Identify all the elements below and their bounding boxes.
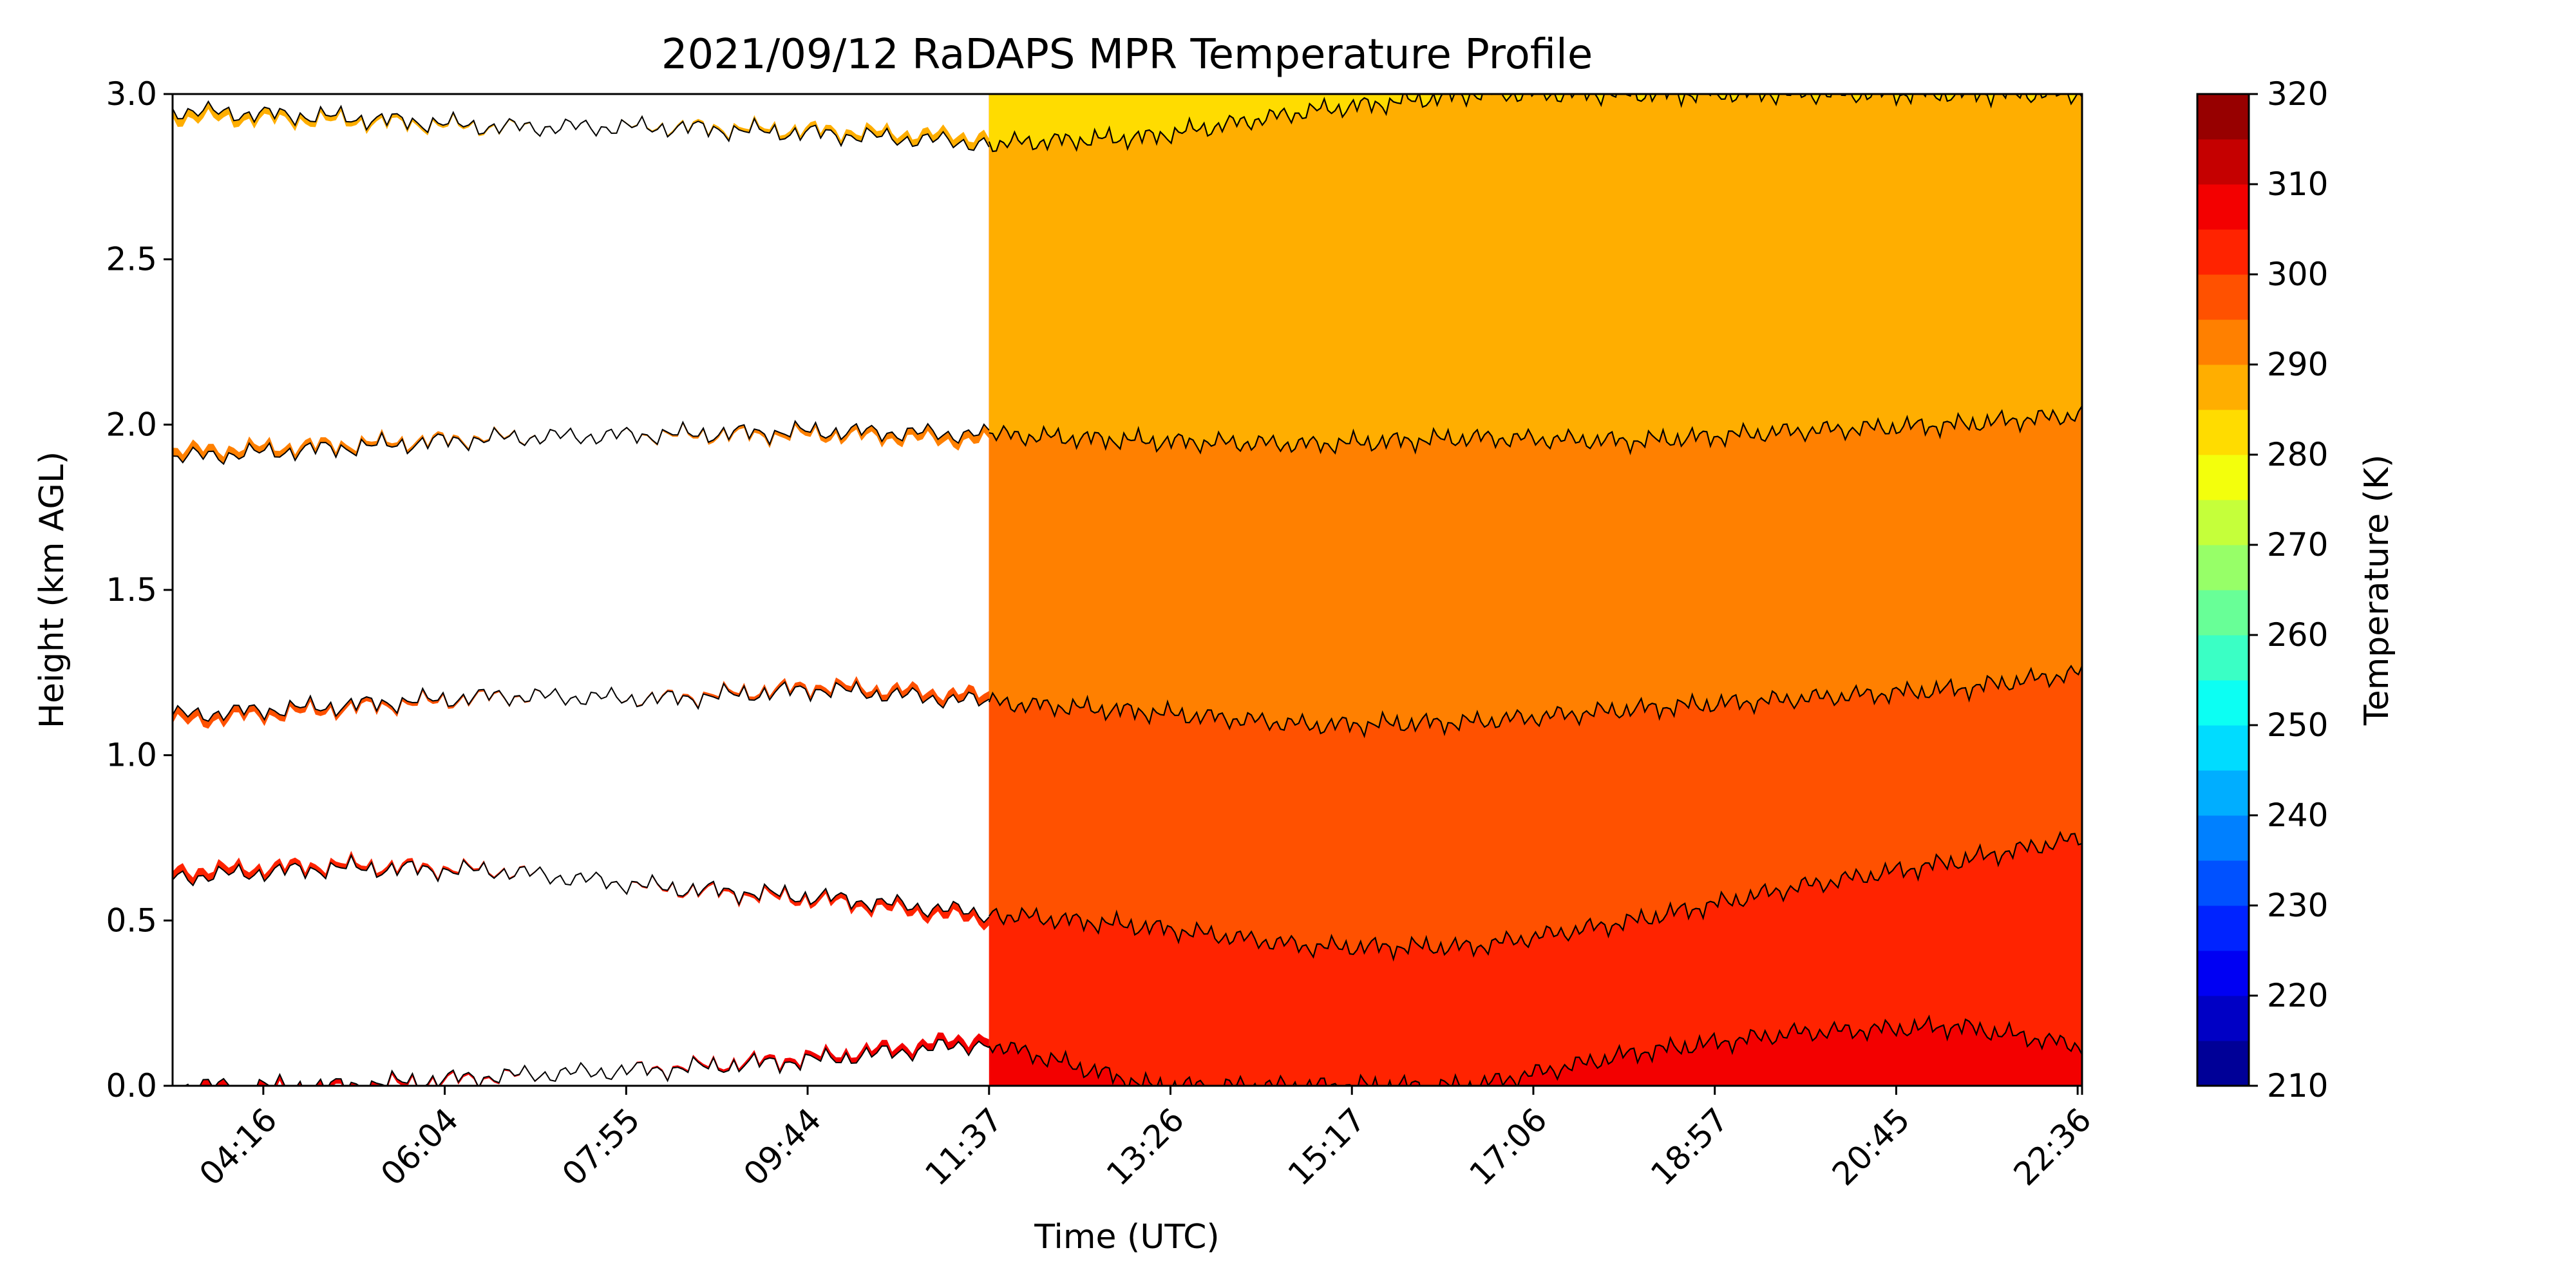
colorbar-segment xyxy=(2197,860,2249,906)
y-axis-label: Height (km AGL) xyxy=(33,451,71,728)
colorbar-segment xyxy=(2197,365,2249,410)
y-tick-label: 3.0 xyxy=(106,75,157,113)
colorbar-tick-label: 250 xyxy=(2267,706,2328,744)
y-tick-label: 2.5 xyxy=(106,241,157,278)
isotherm-305 xyxy=(988,1014,2082,1086)
colorbar-tick-label: 320 xyxy=(2267,75,2328,113)
gap-isotherm-300 xyxy=(173,853,990,923)
colorbar-frame xyxy=(2196,93,2250,1087)
colorbar-segment xyxy=(2197,139,2249,185)
x-tick-label: 17:06 xyxy=(1463,1101,1555,1193)
colorbar-segment xyxy=(2197,94,2249,140)
isotherm-285 xyxy=(988,94,2082,153)
band-280 xyxy=(989,94,2082,152)
y-axis: 0.0 0.5 1.0 1.5 2.0 2.5 3.0 xyxy=(106,75,173,1104)
colorbar-segment xyxy=(2197,500,2249,545)
gap-ribbon-300 xyxy=(173,851,989,931)
colorbar-segment xyxy=(2197,410,2249,455)
isotherm-300 xyxy=(988,830,2082,962)
y-tick-label: 1.5 xyxy=(106,571,157,609)
contour-fills xyxy=(173,94,2082,1086)
colorbar-tick-label: 240 xyxy=(2267,797,2328,834)
colorbar-tick-label: 210 xyxy=(2267,1067,2328,1104)
colorbar-segment xyxy=(2197,996,2249,1041)
gap-ribbon-290 xyxy=(173,421,989,464)
y-tick-label: 0.0 xyxy=(106,1067,157,1104)
y-tick-label: 1.0 xyxy=(106,737,157,774)
colorbar-segment xyxy=(2197,815,2249,861)
gap-isotherm-305 xyxy=(184,1039,990,1086)
gap-isotherm-285 xyxy=(173,100,990,151)
colorbar-segment xyxy=(2197,905,2249,951)
colorbar-segment xyxy=(2197,319,2249,365)
x-tick-label: 07:55 xyxy=(555,1101,647,1193)
x-tick-label: 04:16 xyxy=(192,1101,284,1193)
x-tick-label: 15:17 xyxy=(1281,1101,1373,1193)
colorbar-segment xyxy=(2197,455,2249,500)
band-285 xyxy=(989,94,2082,453)
colorbar-tick-label: 300 xyxy=(2267,256,2328,293)
x-tick-label: 22:36 xyxy=(2007,1101,2099,1193)
gap-ribbon-295 xyxy=(173,676,989,729)
gap-ribbon-305 xyxy=(185,1032,989,1086)
x-tick-label: 20:45 xyxy=(1825,1101,1917,1193)
colorbar-tick-label: 220 xyxy=(2267,977,2328,1014)
x-tick-label: 06:04 xyxy=(374,1101,466,1193)
colorbar-tick-label: 280 xyxy=(2267,436,2328,473)
colorbar-segment xyxy=(2197,229,2249,275)
x-tick-label: 18:57 xyxy=(1643,1101,1736,1193)
y-tick-label: 0.5 xyxy=(106,902,157,939)
isotherm-290 xyxy=(989,405,2082,455)
colorbar-tick-label: 310 xyxy=(2267,166,2328,203)
x-tick-label: 13:26 xyxy=(1099,1101,1191,1193)
x-axis: 04:16 06:04 07:55 09:44 11:37 13:26 15:17 17:06… xyxy=(192,1086,2099,1193)
colorbar-label: Temperature (K) xyxy=(2358,455,2396,726)
colorbar-segment xyxy=(2197,951,2249,996)
colorbar-tick-label: 270 xyxy=(2267,526,2328,564)
colorbar-segment xyxy=(2197,770,2249,816)
colorbar-segment xyxy=(2197,725,2249,771)
x-tick-label: 11:37 xyxy=(918,1101,1010,1193)
gap-isotherm-290 xyxy=(173,419,990,466)
colorbar-tick-label: 230 xyxy=(2267,887,2328,924)
x-tick-label: 09:44 xyxy=(737,1101,829,1193)
colorbar-segment xyxy=(2197,274,2249,320)
colorbar-segment xyxy=(2197,590,2249,636)
chart-title: 2021/09/12 RaDAPS MPR Temperature Profil… xyxy=(661,31,1593,79)
colorbar: 210 220 230 240 250 260 270 280 290 300 310 320 xyxy=(2196,75,2328,1104)
colorbar-segment xyxy=(2197,184,2249,230)
plot-area xyxy=(173,94,2082,1086)
gap-isotherm-295 xyxy=(173,680,990,723)
y-tick-label: 2.0 xyxy=(106,406,157,443)
isotherm-295 xyxy=(988,665,2082,739)
colorbar-segment xyxy=(2197,1041,2249,1086)
isotherm-lines xyxy=(173,94,2082,1086)
colorbar-segment xyxy=(2197,680,2249,726)
colorbar-tick-label: 260 xyxy=(2267,616,2328,654)
x-axis-label: Time (UTC) xyxy=(1034,1218,1219,1256)
colorbar-tick-label: 290 xyxy=(2267,346,2328,383)
colorbar-segment xyxy=(2197,635,2249,681)
colorbar-segment xyxy=(2197,545,2249,591)
